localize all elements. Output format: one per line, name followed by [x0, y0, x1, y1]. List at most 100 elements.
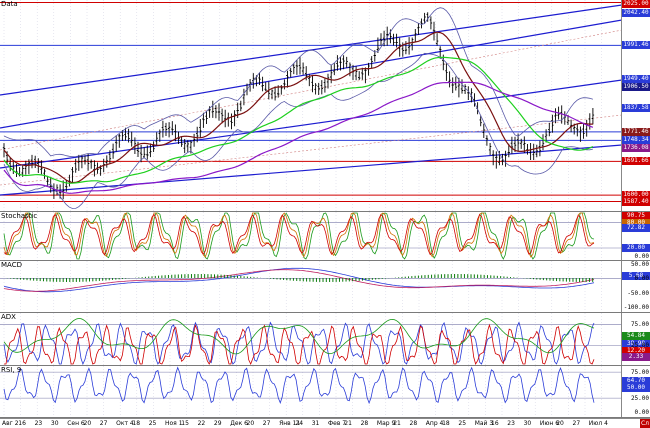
x-axis-label: Июл 4	[588, 420, 608, 427]
x-axis-label: Ноя 1	[165, 420, 183, 427]
rsi-scale-tick: 75.00	[630, 369, 649, 377]
stochastic-value-tag: 72.82	[622, 223, 650, 232]
x-axis-label: 16	[18, 420, 26, 427]
x-axis-label: 21	[393, 420, 401, 427]
x-axis-label: Фев 7	[328, 420, 347, 427]
rsi-panel-title: RSI, 9	[1, 366, 22, 374]
channel-line	[0, 19, 622, 129]
corner-label[interactable]: Сл	[640, 419, 650, 428]
x-axis-label: 30	[523, 420, 532, 427]
stochastic-k-line	[3, 212, 595, 260]
macd-scale-tick: 0.00	[634, 275, 649, 283]
x-axis-label: 28	[360, 420, 369, 427]
bollinger-upper	[3, 7, 594, 158]
x-axis-label: 15	[181, 420, 189, 427]
x-axis-label: Сен 6	[67, 420, 85, 427]
price-value-tag: 1906.50	[622, 82, 650, 91]
macd-scale-tick: -50.00	[627, 290, 649, 298]
macd-panel[interactable]: MACD 5.68 50.00 0.00 -50.00 -100.00	[0, 261, 650, 313]
macd-signal-line	[3, 269, 595, 292]
channel-line	[0, 79, 622, 169]
adx-plus-di-line	[3, 321, 595, 365]
x-axis-label: Апр 4	[425, 420, 444, 427]
x-axis-label: 23	[34, 420, 43, 427]
stochastic-d-line	[3, 212, 595, 258]
ma-mid-line	[3, 56, 594, 184]
x-axis-label: 27	[572, 420, 581, 427]
macd-scale[interactable]	[621, 261, 650, 312]
channel-line	[0, 144, 622, 196]
price-value-tag: 1771.46	[622, 127, 650, 136]
adx-value-tag: 12.20	[622, 346, 650, 355]
x-axis-label: Июн 6	[539, 420, 560, 427]
x-axis-label: 29	[213, 420, 222, 427]
adx-plot[interactable]	[0, 313, 622, 365]
x-axis-label: 28	[409, 420, 418, 427]
x-axis-label: 21	[344, 420, 352, 427]
x-axis-label: 25	[148, 420, 157, 427]
channel-midline	[0, 29, 622, 151]
rsi-value-tag: 64.70	[622, 377, 650, 386]
price-value-tag: 1691.66	[622, 157, 650, 166]
macd-line	[3, 267, 595, 293]
price-value-tag: 1587.40	[622, 197, 650, 206]
adx-line	[3, 318, 595, 355]
stochastic-scale-tick: 0.00	[634, 253, 649, 260]
x-axis-label: 25	[458, 420, 467, 427]
x-axis-label: 27	[262, 420, 271, 427]
adx-panel[interactable]: ADX 54.84 38.98 12.20 2.33 75.00 25.00	[0, 313, 650, 366]
stochastic-slow-line	[3, 213, 595, 256]
x-axis-label: Мар 9	[376, 420, 396, 427]
adx-value-tag: 2.33	[622, 352, 650, 361]
x-axis-label: Дек 6	[230, 420, 248, 427]
x-axis-label: Окт 4	[116, 420, 134, 427]
x-axis-label: 24	[295, 420, 304, 427]
x-axis-label: 18	[132, 420, 141, 427]
macd-plot[interactable]	[0, 261, 622, 312]
macd-panel-title: MACD	[1, 261, 22, 269]
price-value-tag: 1600.00	[622, 191, 650, 200]
x-axis-label: 16	[491, 420, 499, 427]
adx-scale-tick: 25.00	[630, 342, 649, 350]
stochastic-value-tag: 90.75	[622, 212, 650, 220]
price-value-tag: 1949.40	[622, 75, 650, 84]
x-axis-label: 20	[83, 420, 92, 427]
ma-fast-line	[3, 31, 593, 184]
price-plot[interactable]	[0, 0, 622, 211]
rsi-scale-tick: 25.00	[630, 395, 649, 403]
ma-slow-line	[3, 81, 594, 194]
macd-scale-tick: -100.00	[623, 303, 649, 311]
rsi-line	[3, 366, 595, 405]
x-axis-label: 20	[246, 420, 255, 427]
rsi-scale-tick: 0.00	[634, 408, 649, 416]
x-axis-label: 30	[50, 420, 59, 427]
price-value-tag: 1748.34	[622, 136, 650, 145]
x-axis-label: 23	[507, 420, 515, 427]
x-axis-label: 31	[311, 420, 320, 427]
x-axis-label: 18	[442, 420, 450, 427]
price-chart-panel[interactable]: Data 2025.00 2042.40 1991.46 1949.40 1906.50…	[0, 0, 650, 212]
x-axis-label: 22	[197, 420, 206, 427]
macd-value-tag: 5.68	[622, 272, 650, 281]
x-axis-label: Май 3	[474, 420, 494, 427]
time-axis[interactable]: Сл Авг 2 16 23 30 Сен 6 20 27 Окт 4 18 25 Ноя 1 15 2…	[0, 418, 650, 428]
adx-value-tag: 54.84	[622, 331, 650, 340]
adx-minus-di-line	[4, 323, 595, 365]
stochastic-panel[interactable]: Stochastic 90.75 80.00 72.82 20.00 0.00	[0, 212, 650, 261]
adx-panel-title: ADX	[1, 313, 16, 321]
x-axis-label: 27	[99, 420, 108, 427]
stochastic-value-tag: 20.00	[622, 244, 650, 252]
stochastic-panel-title: Stochastic	[1, 212, 38, 220]
price-value-tag: 2025.00	[622, 0, 650, 8]
macd-scale-tick: 50.00	[630, 261, 649, 269]
price-value-tag: 1837.58	[622, 103, 650, 112]
price-value-tag: 1991.46	[622, 41, 650, 50]
x-axis-label: Янв 11	[279, 420, 301, 427]
x-axis-label: Авг 2	[2, 420, 19, 427]
rsi-panel[interactable]: RSI, 9 64.70 50.00 75.00 25.00 0.00	[0, 366, 650, 418]
rsi-plot[interactable]	[0, 366, 622, 417]
price-panel-title: Data	[1, 0, 18, 8]
adx-scale-tick: 75.00	[630, 321, 649, 329]
stochastic-plot[interactable]	[0, 212, 622, 260]
adx-value-tag: 38.98	[622, 340, 650, 349]
